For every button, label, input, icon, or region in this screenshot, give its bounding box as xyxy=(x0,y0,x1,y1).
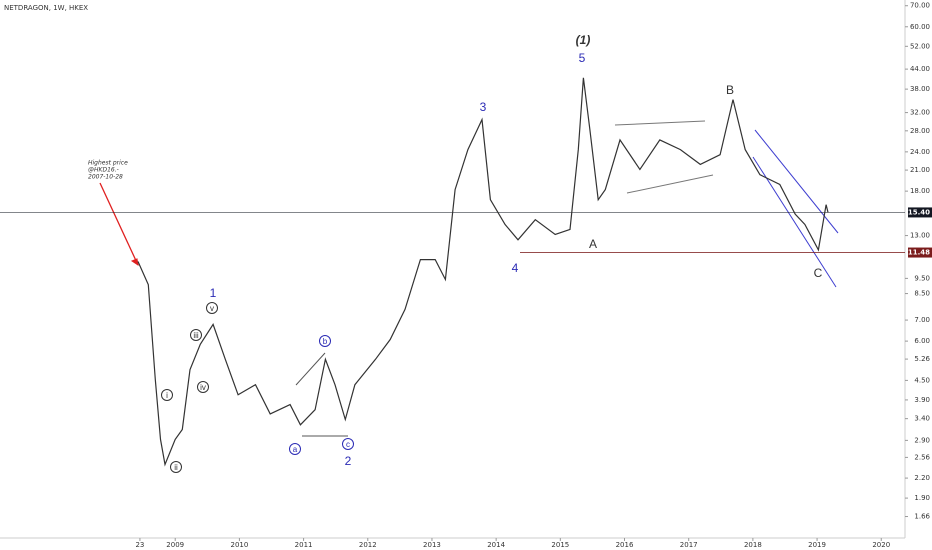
wave-label: A xyxy=(589,237,597,251)
wave-label: 3 xyxy=(480,100,487,114)
y-tick-label: 38.00 xyxy=(910,85,930,93)
x-tick-label: 2013 xyxy=(423,541,441,549)
triangle-line xyxy=(626,174,714,194)
y-tick-label: 32.00 xyxy=(910,109,930,117)
x-tick-label: 2010 xyxy=(230,541,248,549)
x-tick-label: 2019 xyxy=(808,541,826,549)
y-tick-label: 5.26 xyxy=(914,355,930,363)
x-tick-label: 2016 xyxy=(616,541,634,549)
triangle-line xyxy=(614,120,706,126)
wave-label: (1) xyxy=(576,33,591,47)
wave-label: 2 xyxy=(345,454,352,468)
wave-label: i xyxy=(166,391,168,400)
y-tick-label: 60.00 xyxy=(910,23,930,31)
wave-label: v xyxy=(210,304,214,313)
wave-circle xyxy=(170,461,182,473)
arrow xyxy=(99,182,139,266)
wave-circle xyxy=(206,302,218,314)
wave-line xyxy=(295,352,326,386)
y-tick-label: 2.20 xyxy=(914,474,930,482)
x-tick-label: 2012 xyxy=(359,541,377,549)
arrow-head xyxy=(130,258,139,267)
wave-label: ii xyxy=(174,463,178,472)
channel-line xyxy=(754,129,839,234)
wave-circle xyxy=(161,389,173,401)
y-tick-label: 52.00 xyxy=(910,42,930,50)
wave-label: iv xyxy=(200,383,206,392)
y-tick-label: 3.90 xyxy=(914,396,930,404)
note: 2007-10-28 xyxy=(88,174,123,181)
x-tick-label: 23 xyxy=(135,541,144,549)
wave-label: a xyxy=(293,445,298,454)
x-tick-label: 2017 xyxy=(680,541,698,549)
x-tick-label: 2018 xyxy=(744,541,762,549)
y-tick-label: 1.66 xyxy=(914,513,930,521)
wave-circle xyxy=(319,335,331,347)
wave-circle xyxy=(197,381,209,393)
y-tick-label: 2.56 xyxy=(914,453,930,461)
price-tag xyxy=(908,247,932,258)
y-tick-label: 8.50 xyxy=(914,290,930,298)
y-tick-label: 21.00 xyxy=(910,166,930,174)
price-line-series xyxy=(137,77,829,467)
y-tick-label: 1.90 xyxy=(914,494,930,502)
wave-label: c xyxy=(346,440,350,449)
y-tick-label: 28.00 xyxy=(910,127,930,135)
x-tick-label: 2009 xyxy=(166,541,184,549)
y-tick-label: 6.00 xyxy=(914,337,930,345)
price-tag xyxy=(908,207,932,218)
wave-label: B xyxy=(726,83,734,97)
x-tick-label: 2020 xyxy=(872,541,890,549)
wave-circle xyxy=(190,329,202,341)
y-tick-label: 9.50 xyxy=(914,274,930,282)
wave-label: iii xyxy=(193,331,199,340)
y-tick-label: 3.40 xyxy=(914,415,930,423)
x-tick-label: 2014 xyxy=(487,541,505,549)
wave-label: 4 xyxy=(512,261,519,275)
y-tick-label: 2.90 xyxy=(914,436,930,444)
y-tick-label: 18.00 xyxy=(910,187,930,195)
y-tick-label: 13.00 xyxy=(910,232,930,240)
wave-circle xyxy=(289,443,301,455)
y-tick-label: 7.00 xyxy=(914,316,930,324)
wave-circle xyxy=(342,438,354,450)
note: Highest price xyxy=(88,160,128,167)
price-tag-label: 11.48 xyxy=(908,249,930,257)
y-tick-label: 4.50 xyxy=(914,376,930,384)
drawings xyxy=(99,120,839,437)
x-tick-label: 2011 xyxy=(295,541,313,549)
x-tick-label: 2015 xyxy=(551,541,569,549)
y-tick-label: 70.00 xyxy=(910,2,930,10)
wave-label: b xyxy=(323,337,328,346)
note: @HKD16.- xyxy=(88,167,119,174)
wave-label: 5 xyxy=(579,51,586,65)
y-tick-label: 44.00 xyxy=(910,65,930,73)
y-tick-label: 24.00 xyxy=(910,148,930,156)
wave-label: C xyxy=(814,266,823,280)
chart-title: NETDRAGON, 1W, HKEX xyxy=(4,4,88,12)
wave-label: 1 xyxy=(210,286,217,300)
price-tag-label: 15.40 xyxy=(908,208,930,216)
